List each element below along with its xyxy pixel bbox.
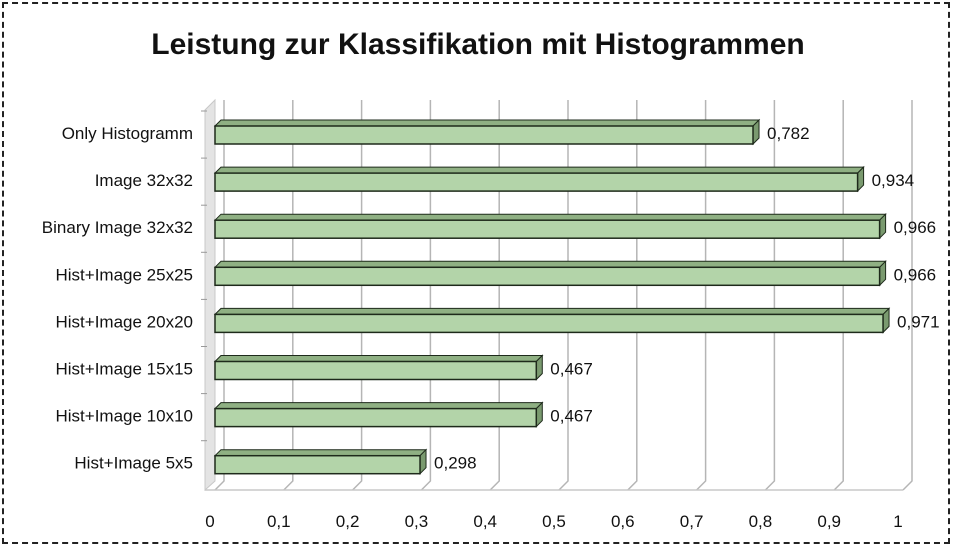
category-label: Image 32x32 — [95, 171, 193, 190]
bar-top — [213, 119, 761, 127]
bar — [214, 266, 881, 287]
gridline — [214, 100, 225, 491]
gridline — [696, 100, 707, 491]
chart-title: Leistung zur Klassifikation mit Histogra… — [151, 28, 805, 61]
x-tick-label: 1 — [893, 512, 902, 531]
x-tick-label: 0,4 — [473, 512, 497, 531]
bar-top — [213, 307, 891, 315]
bar — [214, 407, 538, 428]
category-label: Hist+Image 15x15 — [56, 360, 194, 379]
bar-top — [213, 260, 887, 268]
gridline — [833, 100, 844, 491]
value-label: 0,298 — [434, 454, 477, 473]
value-label: 0,966 — [894, 265, 937, 284]
bar — [214, 219, 881, 239]
category-label: Hist+Image 20x20 — [56, 312, 194, 331]
gridline — [764, 100, 776, 491]
value-label: 0,966 — [894, 218, 937, 237]
gridline — [489, 100, 500, 491]
category-label: Hist+Image 5x5 — [74, 454, 193, 473]
x-tick-label: 0,2 — [336, 512, 360, 531]
gridline — [558, 100, 569, 491]
bar-top — [213, 402, 544, 410]
category-label: Binary Image 32x32 — [42, 218, 193, 237]
bar-top — [213, 166, 865, 174]
x-tick-label: 0,3 — [405, 512, 429, 531]
bar — [214, 313, 884, 334]
x-tick-label: 0,1 — [267, 512, 291, 531]
gridline — [283, 100, 294, 491]
gridline — [902, 100, 913, 491]
x-tick-label: 0,9 — [817, 512, 841, 531]
x-tick-label: 0,8 — [749, 512, 773, 531]
bar — [214, 125, 754, 145]
x-tick-label: 0,7 — [680, 512, 704, 531]
value-label: 0,782 — [767, 124, 810, 143]
value-label: 0,467 — [550, 407, 593, 426]
x-tick-label: 0,5 — [542, 512, 566, 531]
value-label: 0,971 — [897, 312, 940, 331]
gridline — [627, 100, 638, 491]
category-label: Only Histogramm — [62, 124, 193, 143]
chart-border — [2, 2, 950, 544]
bar — [214, 172, 859, 192]
category-label: Hist+Image 10x10 — [56, 407, 194, 426]
value-label: 0,467 — [550, 360, 593, 379]
value-label: 0,934 — [872, 171, 915, 190]
bar-top — [213, 213, 887, 221]
bar — [214, 360, 538, 381]
gridline — [352, 100, 363, 491]
bar-top — [213, 355, 544, 362]
x-tick-label: 0 — [205, 512, 214, 531]
bar-top — [213, 449, 428, 457]
x-tick-label: 0,6 — [611, 512, 635, 531]
category-label: Hist+Image 25x25 — [56, 265, 194, 284]
left-wall — [204, 98, 216, 492]
gridline — [420, 100, 432, 491]
bar — [214, 454, 421, 475]
